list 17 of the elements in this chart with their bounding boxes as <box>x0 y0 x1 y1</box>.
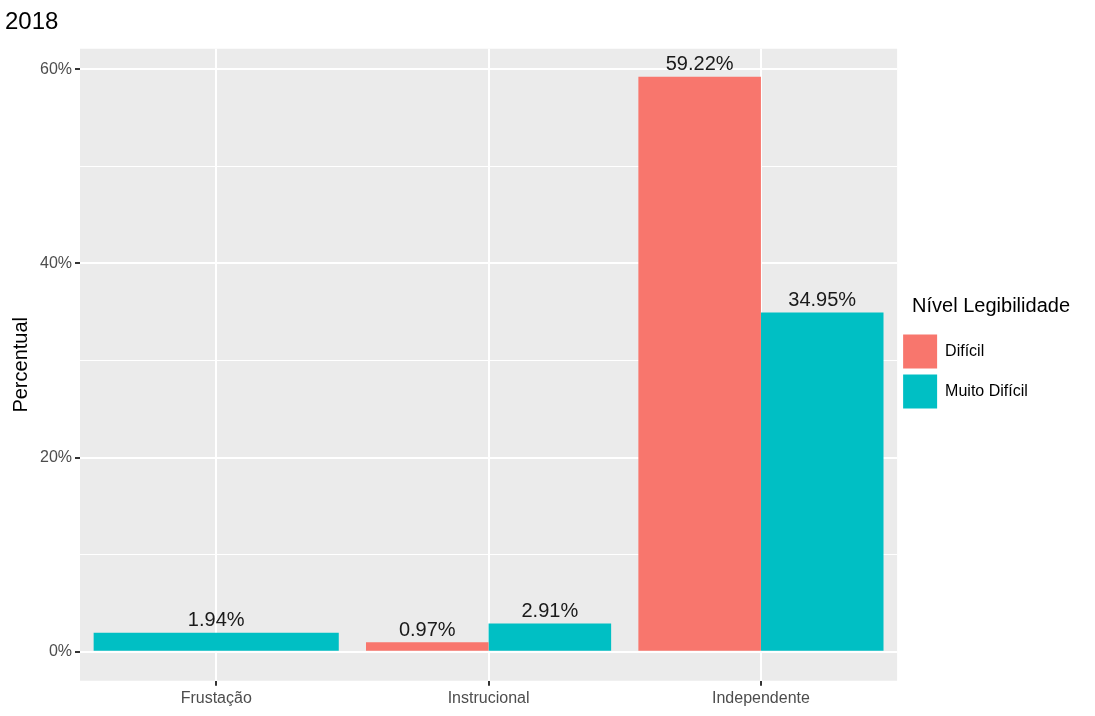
y-tick-label: 40% <box>39 253 73 271</box>
legend-title: Nível Legibilidade <box>912 294 1070 317</box>
data-label: 2.91% <box>521 598 579 621</box>
data-label: 34.95% <box>788 287 857 310</box>
y-tick-label: 0% <box>48 642 73 660</box>
y-tick-label: 20% <box>39 447 73 465</box>
x-tick-label: Independente <box>712 688 810 706</box>
x-tick-label: Instrucional <box>447 688 530 706</box>
data-label: 59.22% <box>665 52 734 75</box>
y-axis-title: Percentual <box>8 316 31 413</box>
y-tick-label: 60% <box>39 59 73 77</box>
data-label: 1.94% <box>187 608 245 631</box>
x-tick-label: Frustação <box>180 688 252 706</box>
data-label: 0.97% <box>398 617 456 640</box>
chart-title: 2018 <box>5 7 59 35</box>
legend-label: Difícil <box>945 341 985 359</box>
legend-label: Muito Difícil <box>945 381 1028 399</box>
